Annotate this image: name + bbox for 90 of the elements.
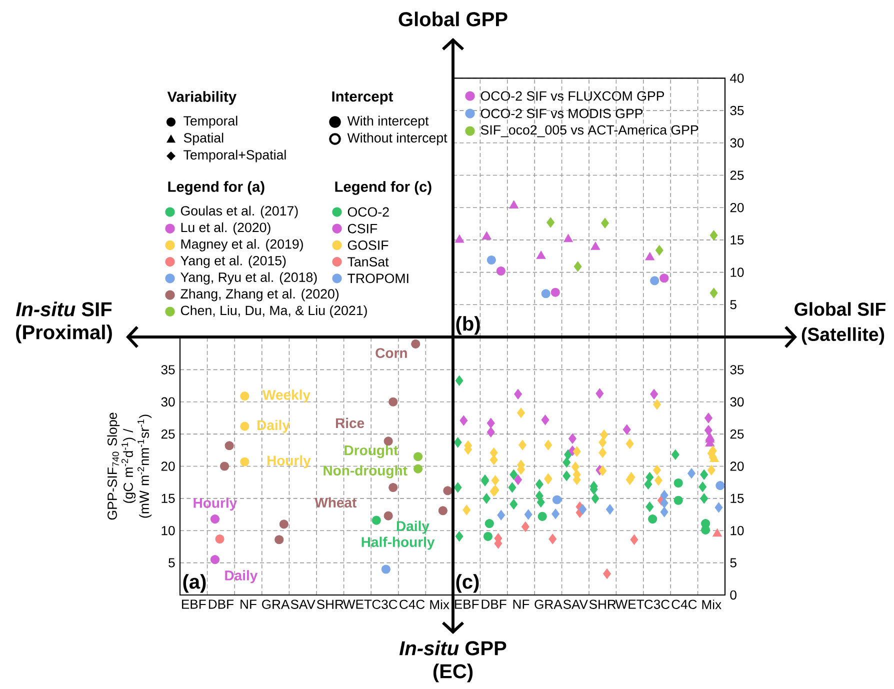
text: Variability — [167, 91, 236, 105]
text: Spatial — [184, 132, 224, 146]
y-tick-label: 20 — [161, 462, 175, 471]
annotation: Daily — [396, 520, 430, 534]
legend-label: Goulas et al. (2017) — [180, 206, 298, 218]
text: Global SIF — [794, 302, 886, 316]
text: (Satellite) — [802, 327, 884, 345]
text: (c) — [456, 574, 479, 593]
text: (b) — [456, 316, 480, 335]
text: Temporal — [184, 116, 238, 128]
legend-title: Legend for (c) — [335, 181, 432, 195]
x-tick-label: WET — [342, 600, 372, 609]
annotation: Weekly — [262, 390, 310, 403]
text: (EC) — [433, 664, 473, 682]
legend-label: Zhang, Zhang et al. (2020) — [180, 288, 339, 302]
annotation: Drought — [344, 444, 398, 458]
y-tick-label: 25 — [161, 429, 175, 439]
legend-label: OCO-2 SIF vs FLUXCOM GPP — [480, 91, 664, 101]
text: (a) — [183, 574, 206, 593]
annotation: Half-hourly — [362, 536, 435, 550]
x-tick-label: Mix — [702, 600, 722, 610]
legend-label: TanSat — [348, 257, 389, 267]
x-tick-label: GRA — [534, 600, 562, 609]
annotation: Rice — [336, 418, 364, 428]
x-tick-label: C3C — [644, 600, 670, 609]
x-tick-label: SHR — [589, 600, 616, 609]
y-tick-label: 35 — [730, 106, 744, 116]
y-tick-label: 25 — [730, 429, 744, 439]
y-tick-label: 0 — [730, 590, 736, 600]
text: (Proximal) — [16, 324, 112, 344]
text: With intercept — [347, 116, 429, 128]
legend-label: Yang, Ryu et al. (2018) — [180, 272, 317, 285]
x-tick-label: C3C — [372, 600, 398, 609]
legend-label: Magney et al. (2019) — [181, 238, 303, 252]
text: In-situ SIF — [16, 302, 112, 316]
x-tick-label: Mix — [430, 600, 450, 610]
x-tick-label: GRA — [262, 600, 290, 609]
x-tick-label: NF — [240, 600, 256, 609]
x-tick-label: EBF — [454, 600, 479, 609]
x-tick-label: SHR — [316, 600, 344, 609]
x-tick-label: SAV — [290, 600, 316, 609]
y-tick-label: 30 — [730, 138, 744, 148]
legend-label: SIF_oco2_005 vs ACT-America GPP — [480, 124, 698, 138]
text: In-situ GPP — [399, 640, 506, 656]
text: Intercept — [332, 91, 394, 105]
y-tick-label: 35 — [730, 365, 744, 374]
text: Without intercept — [347, 132, 448, 146]
legend-label: OCO-2 SIF vs MODIS GPP — [480, 108, 643, 118]
legend-label: CSIF — [348, 224, 378, 234]
annotation: Daily — [257, 420, 290, 433]
annotation: Daily — [225, 570, 258, 584]
y-tick-label: 15 — [730, 235, 744, 245]
annotation: Non-drought — [324, 465, 408, 478]
y-tick-label: 10 — [730, 526, 744, 536]
legend-label: GOSIF — [348, 240, 388, 250]
legend-label: TROPOMI — [348, 274, 408, 284]
annotation: Hourly — [267, 455, 311, 468]
x-tick-label: DBF — [482, 600, 506, 609]
legend-label: Lu et al. (2020) — [181, 222, 270, 235]
x-tick-label: DBF — [208, 600, 234, 609]
y-tick-label: 15 — [730, 494, 744, 503]
text: GPP-SIF$_{740}$ Slope (gC m$^{-2}$d$^{-1}$) / (mW m$^{-2}$nm$^{-1}$sr$^{-1}$) — [107, 412, 152, 520]
x-tick-label: WET — [615, 600, 644, 609]
annotation: Corn — [376, 348, 407, 358]
y-tick-label: 15 — [162, 494, 175, 503]
y-tick-label: 40 — [730, 74, 744, 83]
y-tick-label: 35 — [161, 365, 175, 374]
y-tick-label: 20 — [730, 202, 744, 212]
y-tick-label: 30 — [730, 397, 744, 407]
legend-label: OCO-2 — [348, 207, 389, 217]
y-tick-label: 10 — [162, 526, 175, 536]
y-tick-label: 5 — [730, 300, 736, 310]
text: Global GPP — [398, 12, 508, 26]
text: Temporal+Spatial — [184, 150, 286, 162]
legend-label: Chen, Liu, Du, Ma, & Liu (2021) — [180, 305, 367, 318]
y-tick-label: 5 — [730, 558, 736, 568]
y-tick-label: 20 — [730, 462, 744, 471]
x-tick-label: EBF — [182, 600, 206, 609]
annotation: Wheat — [314, 497, 357, 508]
y-tick-label: 10 — [730, 268, 744, 277]
y-tick-label: 25 — [730, 170, 744, 180]
x-tick-label: C4C — [672, 600, 697, 609]
legend-label: Yang et al. (2015) — [180, 256, 286, 268]
y-tick-label: 30 — [161, 397, 175, 407]
annotation: Hourly — [194, 498, 238, 511]
legend-title: Legend for (a) — [168, 181, 264, 195]
x-tick-label: NF — [513, 600, 530, 609]
y-tick-label: 5 — [168, 558, 175, 568]
x-tick-label: C4C — [400, 600, 425, 609]
x-tick-label: SAV — [563, 600, 588, 609]
